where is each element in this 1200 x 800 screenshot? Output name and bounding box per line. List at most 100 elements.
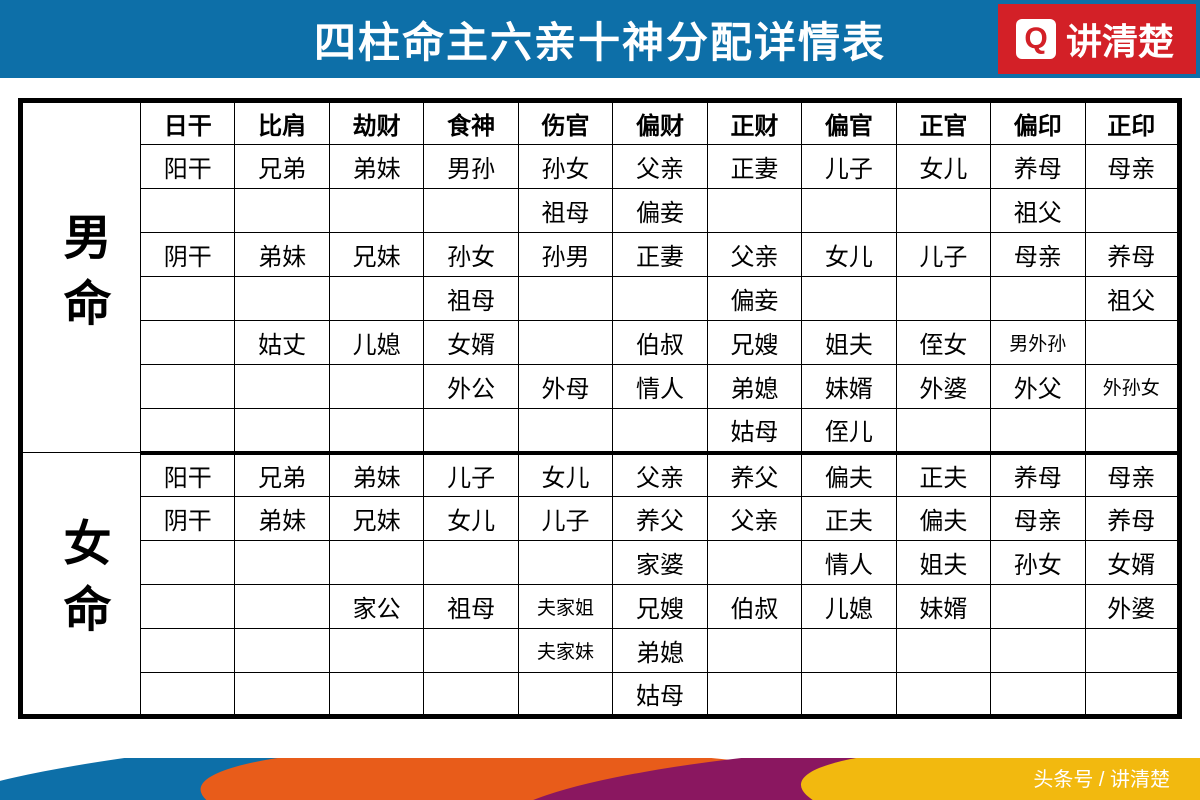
footer-waves — [0, 758, 1200, 800]
table-cell — [235, 629, 329, 673]
table-cell — [991, 629, 1085, 673]
table-cell — [518, 321, 612, 365]
table-cell — [707, 673, 801, 717]
table-cell — [518, 409, 612, 453]
table-cell: 偏财 — [613, 101, 707, 145]
brand-badge: Q 讲清楚 — [998, 4, 1196, 74]
table-cell: 情人 — [613, 365, 707, 409]
table-cell: 孙女 — [424, 233, 518, 277]
table-cell — [613, 409, 707, 453]
table-cell: 儿子 — [802, 145, 896, 189]
table-cell — [896, 673, 990, 717]
table-cell: 比肩 — [235, 101, 329, 145]
allocation-table: 男命日干比肩劫财食神伤官偏财正财偏官正官偏印正印阳干兄弟弟妹男孙孙女父亲正妻儿子… — [18, 98, 1182, 719]
table-cell: 养父 — [613, 497, 707, 541]
table-cell: 弟媳 — [707, 365, 801, 409]
table-cell: 外母 — [518, 365, 612, 409]
table-cell — [518, 673, 612, 717]
table-cell: 女儿 — [802, 233, 896, 277]
table-cell: 男外孙 — [991, 321, 1085, 365]
table-cell — [991, 585, 1085, 629]
table-cell — [141, 541, 235, 585]
table-cell: 食神 — [424, 101, 518, 145]
table-cell: 弟妹 — [235, 233, 329, 277]
table-cell: 祖母 — [424, 277, 518, 321]
table-cell — [329, 629, 423, 673]
table-cell: 儿媳 — [329, 321, 423, 365]
table-cell: 偏妾 — [613, 189, 707, 233]
header-bar: 四柱命主六亲十神分配详情表 Q 讲清楚 — [0, 0, 1200, 78]
table-cell: 弟媳 — [613, 629, 707, 673]
table-cell: 正妻 — [613, 233, 707, 277]
table-cell: 偏夫 — [896, 497, 990, 541]
table-cell: 父亲 — [613, 145, 707, 189]
table-cell: 劫财 — [329, 101, 423, 145]
table-cell: 弟妹 — [235, 497, 329, 541]
table-cell: 家公 — [329, 585, 423, 629]
table-cell: 偏妾 — [707, 277, 801, 321]
table-cell — [518, 541, 612, 585]
table-cell: 兄弟 — [235, 453, 329, 497]
table-cell: 外婆 — [896, 365, 990, 409]
table-cell — [141, 189, 235, 233]
table-cell — [329, 409, 423, 453]
table-cell — [424, 673, 518, 717]
table-cell: 父亲 — [707, 233, 801, 277]
table-cell: 日干 — [141, 101, 235, 145]
table-cell — [1085, 673, 1179, 717]
table-cell: 孙女 — [991, 541, 1085, 585]
table-cell — [235, 365, 329, 409]
table-cell — [991, 277, 1085, 321]
table-cell — [141, 409, 235, 453]
table-cell: 外父 — [991, 365, 1085, 409]
table-cell: 阴干 — [141, 233, 235, 277]
table-cell: 父亲 — [707, 497, 801, 541]
table-cell: 正印 — [1085, 101, 1179, 145]
table-cell: 女婿 — [424, 321, 518, 365]
table-cell: 正夫 — [802, 497, 896, 541]
table-cell: 养母 — [991, 453, 1085, 497]
table-cell: 养母 — [1085, 233, 1179, 277]
table-cell — [802, 277, 896, 321]
table-cell: 阳干 — [141, 145, 235, 189]
table-cell — [235, 673, 329, 717]
table-cell — [329, 673, 423, 717]
table-cell: 祖母 — [424, 585, 518, 629]
table-cell — [896, 409, 990, 453]
table-cell: 姑母 — [613, 673, 707, 717]
table-cell — [991, 409, 1085, 453]
table-cell: 情人 — [802, 541, 896, 585]
table-cell: 兄弟 — [235, 145, 329, 189]
table-cell: 母亲 — [1085, 145, 1179, 189]
table-cell: 祖母 — [518, 189, 612, 233]
table-cell — [424, 541, 518, 585]
table-cell — [424, 629, 518, 673]
table-cell: 伤官 — [518, 101, 612, 145]
table-cell: 女儿 — [518, 453, 612, 497]
table-cell: 姑母 — [707, 409, 801, 453]
table-cell: 正妻 — [707, 145, 801, 189]
table-cell: 兄嫂 — [707, 321, 801, 365]
table-cell: 夫家妹 — [518, 629, 612, 673]
table-cell: 儿子 — [518, 497, 612, 541]
table-cell — [329, 541, 423, 585]
table-cell: 正财 — [707, 101, 801, 145]
table-cell — [518, 277, 612, 321]
table-cell — [707, 629, 801, 673]
table-cell: 外公 — [424, 365, 518, 409]
footer-credit: 头条号 / 讲清楚 — [1033, 763, 1170, 792]
table-cell — [707, 541, 801, 585]
table-cell: 兄妹 — [329, 233, 423, 277]
table-cell: 姐夫 — [896, 541, 990, 585]
table-cell — [424, 409, 518, 453]
table-cell: 阴干 — [141, 497, 235, 541]
table-cell: 父亲 — [613, 453, 707, 497]
table-cell: 侄儿 — [802, 409, 896, 453]
table-cell — [329, 365, 423, 409]
footer: 头条号 / 讲清楚 — [0, 758, 1200, 800]
table-cell — [991, 673, 1085, 717]
table-cell: 母亲 — [991, 233, 1085, 277]
table-cell: 儿子 — [424, 453, 518, 497]
table-cell: 男孙 — [424, 145, 518, 189]
table-cell: 养母 — [1085, 497, 1179, 541]
